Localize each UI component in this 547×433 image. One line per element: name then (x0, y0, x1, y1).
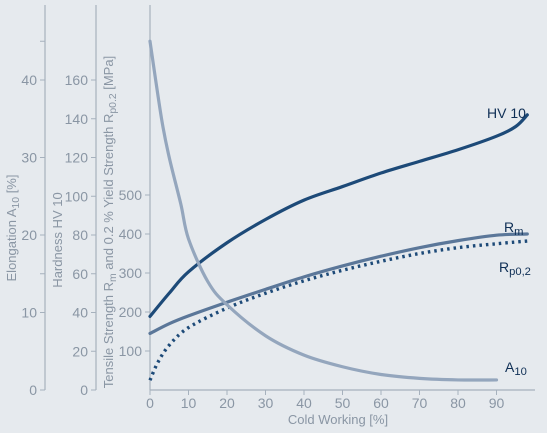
series-rp0-2-line (148, 239, 528, 381)
elongation-axis-title: Elongation A10 [%] (4, 175, 22, 282)
elongation-tick-label: 30 (21, 150, 37, 166)
elongation-tick-label: 10 (21, 305, 37, 321)
x-tick-label: 0 (146, 395, 154, 411)
elongation-tick-label: 0 (29, 382, 37, 398)
x-tick-label: 90 (489, 395, 505, 411)
series-a10-label: A10 (505, 359, 527, 378)
strength-tick-label: 100 (119, 343, 143, 359)
x-tick-label: 30 (258, 395, 274, 411)
hardness-tick-label: 100 (65, 188, 89, 204)
hardness-tick-label: 120 (65, 150, 89, 166)
hardness-tick-label: 0 (80, 382, 88, 398)
x-tick-label: 60 (373, 395, 389, 411)
hardness-axis-title: Hardness HV 10 (50, 192, 65, 287)
series-hv-10-line (148, 113, 529, 318)
x-tick-label: 80 (450, 395, 466, 411)
elongation-tick-label: 20 (21, 227, 37, 243)
series-hv-10-label: HV 10 (487, 105, 526, 121)
strength-tick-label: 200 (119, 304, 143, 320)
hardness-tick-label: 80 (72, 227, 88, 243)
series-rm-label: Rm (504, 219, 523, 238)
strength-tick-label: 400 (119, 226, 143, 242)
x-tick-label: 10 (181, 395, 197, 411)
hardness-tick-label: 60 (72, 266, 88, 282)
x-tick-label: 40 (296, 395, 312, 411)
strength-axis-title: Tensile Strength Rm and 0.2 % Yield Stre… (101, 56, 119, 388)
x-tick-label: 50 (335, 395, 351, 411)
x-tick-label: 20 (219, 395, 235, 411)
x-axis-title: Cold Working [%] (288, 412, 388, 427)
strength-tick-label: 300 (119, 265, 143, 281)
hardness-tick-label: 40 (72, 305, 88, 321)
hardness-tick-label: 140 (65, 111, 89, 127)
x-tick-label: 70 (412, 395, 428, 411)
hardness-tick-label: 160 (65, 72, 89, 88)
hardness-tick-label: 20 (72, 343, 88, 359)
series-rm-line (148, 232, 529, 336)
strength-tick-label: 500 (119, 187, 143, 203)
series-a10-line (148, 39, 499, 382)
series-rp0-2-label: Rp0,2 (499, 259, 531, 278)
elongation-tick-label: 40 (21, 72, 37, 88)
